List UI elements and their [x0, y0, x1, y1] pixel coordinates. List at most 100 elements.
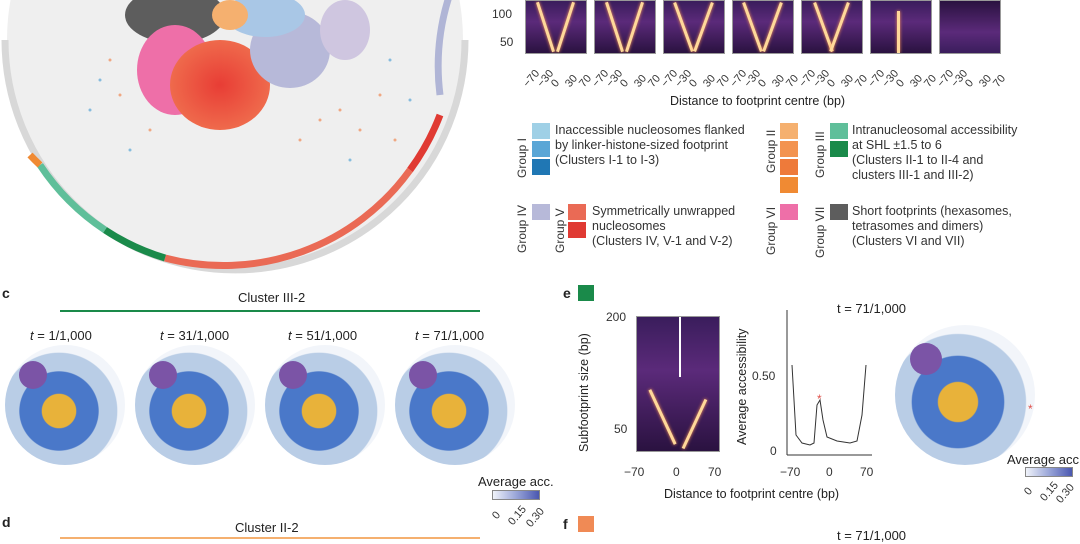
line-x-tick-0: 0: [826, 465, 833, 479]
panel-f-timepoint: t = 71/1,000: [837, 528, 907, 543]
umap-scatter: [1, 0, 469, 274]
heatmap-2: [594, 0, 656, 54]
ring-segment-group3: [103, 227, 167, 262]
heat-x-tick-0: 0: [673, 465, 680, 479]
group4-label: Group IV: [515, 204, 529, 253]
cluster-ii-2-title: Cluster II-2: [235, 520, 299, 535]
group-legend: Group I Inaccessible nucleosomes flanked…: [510, 118, 1080, 268]
group7-text: Short footprints (hexasomes, tetrasomes a…: [852, 204, 1012, 248]
nucleosome-structure-2: [135, 345, 255, 465]
ring-segment-group5b: [164, 167, 413, 270]
timepoint-3-label: t = 51/1,000: [288, 328, 358, 343]
top-heatmap-strip: 100 50 −70 −30 0 30 70 −70 −30 0 30 70 −70 −30 0 30 70…: [480, 0, 1080, 110]
group1-swatch-2: [532, 141, 550, 157]
heatmap-6: [870, 0, 932, 54]
group1-label: Group I: [515, 137, 529, 178]
panel-f-swatch: [578, 516, 594, 532]
group4-swatch: [532, 204, 550, 220]
y-tick-100: 100: [492, 7, 513, 21]
group6-label: Group VI: [764, 206, 778, 255]
panel-e-timepoint: t = 71/1,000: [837, 301, 907, 316]
colorbar-e-label: Average acc.: [1007, 452, 1080, 467]
peak-star: *: [817, 392, 822, 406]
top-x-tick: 0: [825, 77, 839, 90]
nucleosome-structure-e: [895, 325, 1035, 465]
nucleosome-structure-4: [395, 345, 515, 465]
heat-y-tick-50: 50: [614, 422, 628, 436]
colorbar-e-tick-0: 0: [1022, 485, 1036, 498]
top-x-tick: 0: [894, 77, 908, 90]
colorbar-e: [1025, 467, 1073, 477]
ring-segment-group2: [27, 152, 43, 168]
structure-star: *: [1028, 402, 1033, 416]
group2-swatch-1: [780, 123, 798, 139]
group3-swatch-2: [830, 141, 848, 157]
group3-swatch-1: [830, 123, 848, 139]
group3-label: Group III: [813, 131, 827, 178]
heatmap-7: [939, 0, 1001, 54]
top-x-tick: 0: [756, 77, 770, 90]
cluster-group7: [125, 0, 225, 43]
group2-swatch-2: [780, 141, 798, 157]
colorbar-c-label: Average acc.: [478, 474, 554, 489]
nucleosome-structure-1: [5, 345, 125, 465]
colorbar-c-tick-0: 0: [490, 509, 504, 522]
heat-y-tick-200: 200: [606, 310, 627, 324]
heat-x-tick-neg70: −70: [624, 465, 645, 479]
top-x-tick: 0: [549, 77, 563, 90]
umap-ring: [1, 39, 469, 274]
group5-swatch-1: [568, 204, 586, 220]
panel-label-d: d: [2, 514, 11, 530]
group2-swatch-4: [780, 177, 798, 193]
nucleosome-structure-3: [265, 345, 385, 465]
timepoint-1-label: t = 1/1,000: [30, 328, 92, 343]
group5-label: Group V: [553, 208, 567, 253]
cluster-group2: [212, 0, 248, 30]
panel-e-x-axis-label: Distance to footprint centre (bp): [664, 487, 840, 501]
heatmap-1: [525, 0, 587, 54]
colorbar-c: [492, 490, 540, 500]
line-y-tick-0: 0: [770, 444, 777, 458]
cluster-iii-2-title: Cluster III-2: [238, 290, 306, 305]
top-x-tick: 0: [687, 77, 701, 90]
group6-swatch: [780, 204, 798, 220]
umap-background: [7, 0, 463, 268]
group1-swatch-1: [532, 123, 550, 139]
heatmap-3: [663, 0, 725, 54]
cluster-group5: [170, 40, 270, 130]
ring-segment-group4: [434, 0, 452, 96]
umap-circle-panel: [0, 0, 470, 275]
group1-text: Inaccessible nucleosomes flanked by linke…: [555, 123, 745, 167]
heat-x-tick-70: 70: [708, 465, 722, 479]
group1-swatch-3: [532, 159, 550, 175]
cluster-iii-2-line: [60, 310, 480, 312]
ring-segment-group5: [407, 113, 444, 173]
timepoint-4-label: t = 71/1,000: [415, 328, 485, 343]
group3-text: Intranucleosomal accessibility at SHL ±1.…: [852, 123, 1018, 182]
group2-label: Group II: [764, 129, 778, 173]
group5-swatch-2: [568, 222, 586, 238]
group5-text: Symmetrically unwrapped nucleosomes (Clust…: [592, 204, 736, 248]
line-y-tick-050: 0.50: [752, 369, 776, 383]
top-x-axis-label: Distance to footprint centre (bp): [670, 94, 846, 108]
heatmap-5: [801, 0, 863, 54]
panel-e-swatch: [578, 285, 594, 301]
top-x-tick: 70: [991, 72, 1009, 90]
top-x-tick: 0: [963, 77, 977, 90]
group7-label: Group VII: [813, 206, 827, 258]
panel-e-line-y-label: Average accessibility: [735, 328, 749, 446]
cluster-group4b: [320, 0, 370, 60]
heatmap-4: [732, 0, 794, 54]
panel-e-heatmap: [636, 316, 720, 452]
top-x-tick: 0: [618, 77, 632, 90]
panel-e-heat-y-label: Subfootprint size (bp): [577, 333, 591, 452]
y-tick-50: 50: [500, 35, 514, 49]
timepoint-2-label: t = 31/1,000: [160, 328, 230, 343]
panel-label-c: c: [2, 285, 10, 301]
line-x-tick-70: 70: [860, 465, 874, 479]
cluster-ii-2-line: [60, 537, 480, 539]
group2-swatch-3: [780, 159, 798, 175]
panel-label-e: e: [563, 285, 571, 301]
panel-label-f: f: [563, 516, 568, 532]
ring-segment-group3b: [37, 163, 107, 233]
